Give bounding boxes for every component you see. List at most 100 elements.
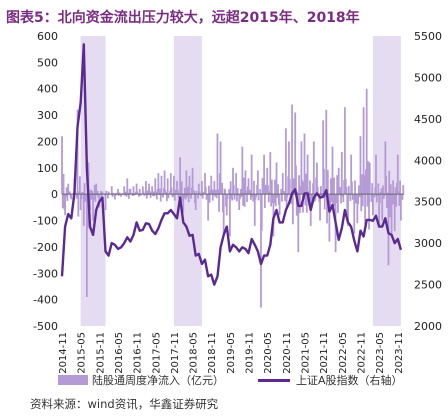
x-tick-8: 2018-11 xyxy=(207,332,218,374)
legend-label-bars: 陆股通周度净流入（亿元） xyxy=(92,374,224,387)
y-left-tick-8: -200 xyxy=(33,241,58,254)
bar-63-0 xyxy=(256,170,259,195)
bar-88-2 xyxy=(336,175,339,195)
bar-61-3 xyxy=(253,180,255,195)
bar-12-3 xyxy=(100,194,103,199)
bar-105-2 xyxy=(389,194,391,218)
bar-29-3 xyxy=(153,194,156,197)
bar-78-0 xyxy=(303,133,306,195)
bar-69-1 xyxy=(276,194,279,198)
y-right-tick-7: 2000 xyxy=(414,320,442,333)
y-right-tick-5: 3000 xyxy=(414,237,442,250)
bar-85-1 xyxy=(326,194,328,224)
bar-20-2 xyxy=(124,191,127,195)
bar-98-0 xyxy=(365,88,368,195)
bar-9-1 xyxy=(89,189,92,195)
bar-30-2 xyxy=(155,194,158,200)
bar-5-0 xyxy=(76,109,79,195)
bar-33-1 xyxy=(164,189,167,195)
bar-60-3 xyxy=(249,194,252,200)
x-tick-17: 2023-05 xyxy=(375,332,386,374)
bar-86-0 xyxy=(328,194,331,242)
bar-68-1 xyxy=(273,194,276,204)
bar-91-1 xyxy=(344,178,347,195)
y-left-tick-7: -100 xyxy=(33,215,58,228)
bar-37-1 xyxy=(176,189,179,195)
x-tick-11: 2020-05 xyxy=(263,332,274,374)
bar-0-1 xyxy=(61,194,64,209)
bar-84-0 xyxy=(322,120,325,195)
bar-22-3 xyxy=(131,194,134,197)
bar-32-0 xyxy=(160,175,163,195)
bar-49-0 xyxy=(213,181,216,195)
bar-85-2 xyxy=(326,170,329,195)
bar-108-1 xyxy=(397,190,400,195)
x-tick-14: 2021-11 xyxy=(319,332,330,374)
bar-76-0 xyxy=(297,194,300,253)
bar-98-2 xyxy=(367,161,370,195)
bar-87-2 xyxy=(333,177,335,195)
y-left-tick-0: 600 xyxy=(37,30,58,43)
bar-66-1 xyxy=(267,185,269,195)
bar-37-0 xyxy=(176,181,178,195)
bar-80-2 xyxy=(311,194,314,202)
bar-43-3 xyxy=(197,194,199,199)
bar-101-3 xyxy=(377,183,380,195)
bar-11-2 xyxy=(96,190,99,195)
bar-101-2 xyxy=(376,194,379,196)
bar-57-2 xyxy=(239,188,242,195)
bar-37-2 xyxy=(177,194,180,199)
y-axis-left: 600 500 400 300 200 100 0 -100 -200 -300 -400 -500 xyxy=(33,30,58,333)
bar-57-3 xyxy=(240,194,243,197)
bar-103-0 xyxy=(381,194,384,221)
bar-63-3 xyxy=(259,189,262,195)
bar-24-3 xyxy=(138,194,140,197)
y-axis-right: 5500 5000 4500 4000 3500 3000 2500 2000 xyxy=(414,30,442,333)
bar-28-2 xyxy=(149,194,152,198)
bar-88-1 xyxy=(335,194,338,204)
bar-39-3 xyxy=(184,194,187,200)
bar-45-2 xyxy=(202,191,205,195)
bar-103-2 xyxy=(382,194,385,199)
bar-51-0 xyxy=(219,141,222,195)
bar-21-1 xyxy=(127,192,129,195)
bar-67-2 xyxy=(270,179,273,195)
bar-8-1 xyxy=(86,194,89,229)
bar-26-0 xyxy=(141,186,144,195)
bar-50-1 xyxy=(217,189,220,195)
bar-20-1 xyxy=(124,194,126,196)
bar-30-1 xyxy=(155,191,157,195)
bar-1-1 xyxy=(64,194,67,198)
x-axis: 2014-11 2015-05 2015-11 2016-05 2016-11 2017-… xyxy=(58,332,405,374)
bar-105-1 xyxy=(388,170,391,195)
x-tick-16: 2022-11 xyxy=(356,332,367,374)
bar-50-2 xyxy=(218,194,220,212)
bar-85-0 xyxy=(325,109,328,195)
bar-71-3 xyxy=(284,194,286,202)
source-note: 资料来源：wind资讯，华鑫证券研究 xyxy=(30,397,219,411)
bar-23-0 xyxy=(132,186,135,195)
bar-3-0 xyxy=(70,194,73,200)
bar-58-2 xyxy=(242,177,245,195)
bar-96-3 xyxy=(361,194,364,207)
bar-70-3 xyxy=(281,194,283,202)
x-tick-5: 2017-05 xyxy=(151,332,162,374)
bar-10-0 xyxy=(92,194,94,221)
bar-99-3 xyxy=(371,183,374,195)
bar-59-0 xyxy=(244,170,247,195)
bar-108-2 xyxy=(398,194,401,206)
bar-109-2 xyxy=(401,194,404,200)
y-right-tick-3: 4000 xyxy=(414,154,442,167)
bar-53-1 xyxy=(226,194,229,200)
bar-14-3 xyxy=(106,194,109,199)
bar-88-3 xyxy=(337,194,339,213)
bar-42-0 xyxy=(191,167,194,195)
bar-62-2 xyxy=(255,194,258,197)
bar-74-2 xyxy=(292,178,295,195)
bar-67-1 xyxy=(270,194,272,207)
bar-77-0 xyxy=(300,141,303,195)
y-right-tick-1: 5000 xyxy=(414,71,442,84)
bar-83-1 xyxy=(319,186,322,195)
bar-8-0 xyxy=(85,194,88,297)
